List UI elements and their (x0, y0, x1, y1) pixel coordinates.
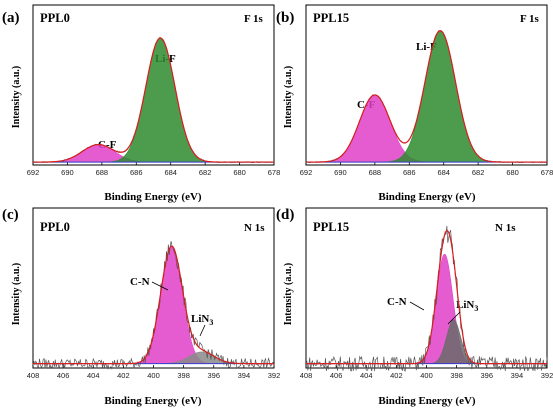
panel-c-label-lin3: LiN3 (191, 313, 213, 327)
panel-a-plot: 692 690 688 686 684 682 680 678 (27, 4, 281, 177)
panel-b-xtick-label: 686 (403, 168, 416, 177)
panel-b-xlabel: Binding Energy (eV) (378, 191, 476, 203)
panel-c-xtick-label: 404 (87, 371, 100, 380)
panel-d-sample: PPL15 (313, 220, 349, 234)
panel-a-peak-li-f (33, 37, 274, 163)
panel-c-leader-lin3 (199, 324, 206, 337)
panel-a-xtick-label: 686 (130, 168, 143, 177)
panel-b: (b) PPL15 F 1s Intensity (a.u.) Binding … (276, 4, 553, 203)
panel-a-region: F 1s (244, 13, 264, 25)
panel-a-xlabel: Binding Energy (eV) (104, 191, 202, 203)
panel-d-xtick-label: 394 (511, 371, 524, 380)
panel-a-xtick-label: 690 (61, 168, 74, 177)
panel-b-xtick-label: 678 (541, 168, 553, 177)
panel-a-sample: PPL0 (40, 11, 70, 25)
panel-a-xtick-label: 678 (268, 168, 281, 177)
panel-a-xtick-label: 684 (164, 168, 177, 177)
panel-a-xtick-label: 692 (27, 168, 40, 177)
panel-c-xtick-label: 408 (27, 371, 40, 380)
panel-b-sample: PPL15 (313, 11, 349, 25)
panel-a-xtick-label: 682 (199, 168, 212, 177)
panel-b-xtick-label: 684 (437, 168, 450, 177)
panel-c-xtick-label: 394 (238, 371, 251, 380)
panel-a-xtick-label: 680 (233, 168, 246, 177)
panel-b-ylabel: Intensity (a.u.) (283, 66, 294, 129)
panel-b-xtick-label: 682 (472, 168, 485, 177)
panel-d-plot: 408 406 404 402 400 398 396 394 392 (300, 207, 553, 380)
panel-d-fit-envelope (306, 229, 547, 365)
panel-d-label-c-n: C-N (387, 296, 407, 308)
panel-c-plot: 408 406 404 402 400 398 396 394 392 (27, 207, 281, 380)
panel-b-xtick-label: 692 (300, 168, 313, 177)
panel-d-label-lin3: LiN3 (456, 299, 478, 313)
panel-b-xtick-label: 688 (369, 168, 382, 177)
panel-c-xtick-label: 402 (117, 371, 130, 380)
panel-d-xtick-label: 400 (420, 371, 433, 380)
panel-d-leader-c-n (409, 301, 425, 311)
panel-d-xtick-label: 392 (541, 371, 553, 380)
panel-c-sample: PPL0 (40, 220, 70, 234)
panel-d-letter: (d) (276, 207, 294, 223)
panel-a-ylabel: Intensity (a.u.) (11, 66, 22, 129)
panel-c-label-c-n: C-N (130, 276, 150, 288)
panel-d-xtick-label: 402 (390, 371, 403, 380)
panel-a-frame (32, 4, 275, 166)
panel-c-fit-envelope (33, 245, 274, 365)
panel-d-xtick-label: 398 (450, 371, 463, 380)
panel-b-fit-envelope (306, 30, 547, 163)
panel-d-xtick-label: 396 (480, 371, 493, 380)
panel-c-xtick-label: 392 (268, 371, 281, 380)
panel-a-letter: (a) (2, 10, 20, 26)
panel-c-xtick-label: 400 (147, 371, 160, 380)
panel-c-ylabel: Intensity (a.u.) (11, 263, 22, 326)
panel-d-xtick-label: 406 (330, 371, 343, 380)
panel-d: (d) PPL15 N 1s Intensity (a.u.) Binding … (276, 207, 553, 407)
panel-b-plot: 692 690 688 686 684 682 680 678 (300, 4, 553, 177)
panel-c-xtick-label: 396 (207, 371, 220, 380)
panel-b-letter: (b) (276, 10, 294, 26)
panel-d-raw-data (305, 225, 548, 372)
panel-c-leader-c-n (151, 281, 169, 291)
panel-d-leader-lin3 (447, 311, 461, 325)
panel-d-xlabel: Binding Energy (eV) (378, 395, 476, 407)
panel-b-xtick-label: 690 (334, 168, 347, 177)
panel-a-xtick-label: 688 (96, 168, 109, 177)
panel-d-xtick-label: 408 (300, 371, 313, 380)
panel-b-region: F 1s (520, 13, 540, 25)
panel-a: (a) PPL0 F 1s Intensity (a.u.) Binding E… (2, 4, 281, 203)
panel-c-peak-c-n (33, 246, 274, 364)
panel-c-region: N 1s (244, 222, 265, 234)
panel-b-frame (305, 4, 548, 166)
panel-c: (c) PPL0 N 1s Intensity (a.u.) Binding E… (2, 207, 280, 407)
panel-a-fit-envelope (32, 37, 274, 163)
panel-c-xtick-label: 398 (177, 371, 190, 380)
panel-c-xtick-label: 406 (57, 371, 70, 380)
panel-c-xlabel: Binding Energy (eV) (104, 395, 202, 407)
panel-b-xtick-label: 680 (506, 168, 519, 177)
panel-c-letter: (c) (2, 207, 19, 223)
panel-d-region: N 1s (495, 222, 516, 234)
panel-d-xtick-label: 404 (360, 371, 373, 380)
panel-d-ylabel: Intensity (a.u.) (283, 263, 294, 326)
